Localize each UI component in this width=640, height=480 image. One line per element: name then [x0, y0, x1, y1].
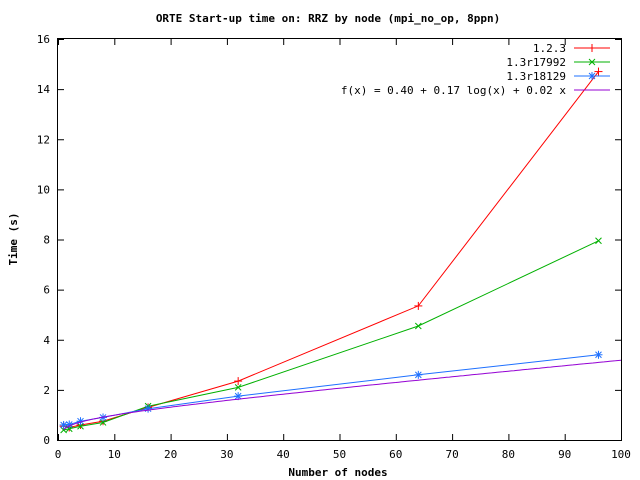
legend-marker-0 [588, 44, 596, 52]
chart-title: ORTE Start-up time on: RRZ by node (mpi_… [156, 12, 500, 25]
series-line-3 [63, 359, 622, 430]
series-0-point-7 [594, 67, 603, 76]
legend-marker-2 [588, 72, 596, 80]
y-tick-label-3: 6 [43, 284, 50, 297]
legend-entry-0: 1.2.3 [533, 42, 610, 55]
series-0 [59, 67, 603, 432]
series-1-point-2 [77, 422, 84, 430]
x-axis-label: Number of nodes [288, 466, 387, 479]
series-1 [60, 237, 602, 434]
x-tick-label-2: 20 [164, 448, 177, 461]
series-line-0 [63, 71, 599, 429]
legend-entry-2: 1.3r18129 [506, 70, 610, 83]
y-tick-label-2: 4 [43, 334, 50, 347]
x-tick-label-9: 90 [558, 448, 571, 461]
series-3 [63, 359, 622, 430]
y-tick-label-1: 2 [43, 384, 50, 397]
legend-label-1: 1.3r17992 [506, 56, 566, 69]
series-2-point-6 [414, 370, 423, 379]
series-1-point-3 [99, 419, 107, 426]
legend-label-2: 1.3r18129 [506, 70, 566, 83]
y-tick-label-4: 8 [43, 234, 50, 247]
x-tick-label-0: 0 [55, 448, 62, 461]
x-tick-label-10: 100 [611, 448, 631, 461]
y-tick-label-5: 10 [37, 183, 50, 196]
series-1-point-5 [234, 384, 242, 391]
legend-label-3: f(x) = 0.40 + 0.17 log(x) + 0.02 x [341, 84, 567, 97]
series-2-point-7 [594, 350, 603, 359]
legend-marker-1 [588, 58, 596, 66]
x-tick-label-8: 80 [502, 448, 515, 461]
series-0-point-6 [414, 301, 423, 310]
y-axis-label: Time (s) [7, 213, 20, 266]
plot-frame [57, 38, 622, 441]
series-line-1 [63, 240, 599, 431]
x-tick-label-5: 50 [333, 448, 346, 461]
legend-entry-3: f(x) = 0.40 + 0.17 log(x) + 0.02 x [341, 84, 610, 97]
y-axis: 0 2 4 6 8 10 12 14 16 [37, 33, 621, 447]
y-tick-label-0: 0 [43, 434, 50, 447]
series-2-point-4 [144, 404, 153, 413]
y-tick-label-6: 12 [37, 133, 50, 146]
plot-area [59, 67, 622, 434]
series-0-point-5 [234, 377, 243, 386]
series-line-2 [63, 354, 599, 426]
series-1-point-6 [414, 322, 422, 330]
x-tick-label-3: 30 [220, 448, 233, 461]
x-axis: 0 10 20 30 40 50 60 70 80 90 100 [55, 39, 631, 461]
series-2 [59, 350, 603, 429]
series-2-point-1 [65, 420, 74, 429]
series-1-point-7 [595, 237, 602, 245]
legend-entry-1: 1.3r17992 [506, 56, 610, 69]
x-tick-label-4: 40 [277, 448, 290, 461]
x-tick-label-6: 60 [389, 448, 402, 461]
series-2-point-0 [59, 420, 68, 429]
x-tick-label-1: 10 [108, 448, 121, 461]
x-tick-label-7: 70 [445, 448, 458, 461]
legend-label-0: 1.2.3 [533, 42, 566, 55]
y-tick-label-8: 16 [37, 33, 50, 46]
y-tick-label-7: 14 [37, 83, 51, 96]
